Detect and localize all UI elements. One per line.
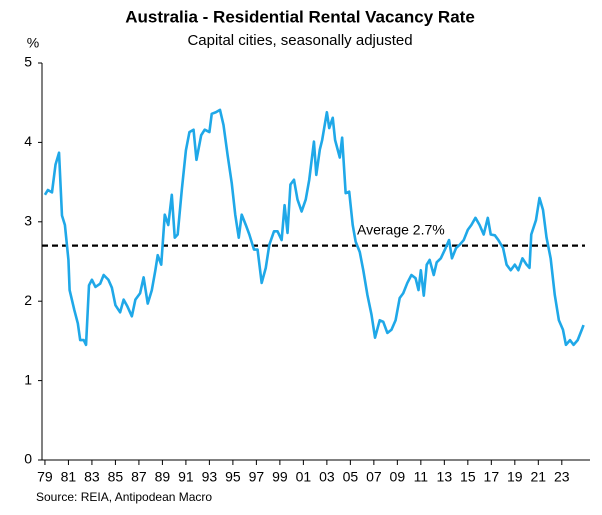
x-tick-label: 81 bbox=[61, 469, 77, 485]
x-tick-label: 87 bbox=[131, 469, 147, 485]
y-tick-label: 1 bbox=[24, 371, 32, 387]
x-tick-label: 99 bbox=[272, 469, 288, 485]
x-tick-label: 95 bbox=[225, 469, 241, 485]
y-tick-label: 3 bbox=[24, 213, 32, 229]
x-tick-label: 15 bbox=[460, 469, 476, 485]
x-tick-label: 03 bbox=[319, 469, 335, 485]
x-tick-label: 13 bbox=[437, 469, 453, 485]
x-tick-label: 01 bbox=[296, 469, 312, 485]
source: Source: REIA, Antipodean Macro bbox=[36, 490, 212, 504]
x-tick-label: 19 bbox=[507, 469, 523, 485]
x-tick-label: 89 bbox=[155, 469, 171, 485]
x-tick-label: 11 bbox=[414, 469, 429, 485]
y-tick-label: 4 bbox=[24, 133, 32, 149]
chart-subtitle: Capital cities, seasonally adjusted bbox=[187, 32, 412, 49]
x-tick-label: 09 bbox=[390, 469, 406, 485]
x-tick-label: 17 bbox=[484, 469, 500, 485]
y-tick-label: 0 bbox=[24, 451, 32, 467]
chart-title: Australia - Residential Rental Vacancy R… bbox=[125, 7, 475, 26]
x-tick-label: 79 bbox=[37, 469, 53, 485]
x-tick-label: 05 bbox=[343, 469, 359, 485]
x-tick-label: 93 bbox=[202, 469, 218, 485]
x-tick-label: 07 bbox=[366, 469, 382, 485]
x-tick-label: 83 bbox=[84, 469, 100, 485]
y-unit: % bbox=[27, 35, 39, 51]
x-tick-label: 21 bbox=[531, 469, 547, 485]
data-line bbox=[43, 108, 585, 347]
x-tick-label: 91 bbox=[178, 469, 194, 485]
y-tick-label: 5 bbox=[24, 54, 32, 70]
x-tick-label: 97 bbox=[249, 469, 265, 485]
y-tick-label: 2 bbox=[24, 292, 32, 308]
x-tick-label: 85 bbox=[108, 469, 124, 485]
x-tick-label: 23 bbox=[554, 469, 570, 485]
average-label: Average 2.7% bbox=[357, 221, 445, 237]
